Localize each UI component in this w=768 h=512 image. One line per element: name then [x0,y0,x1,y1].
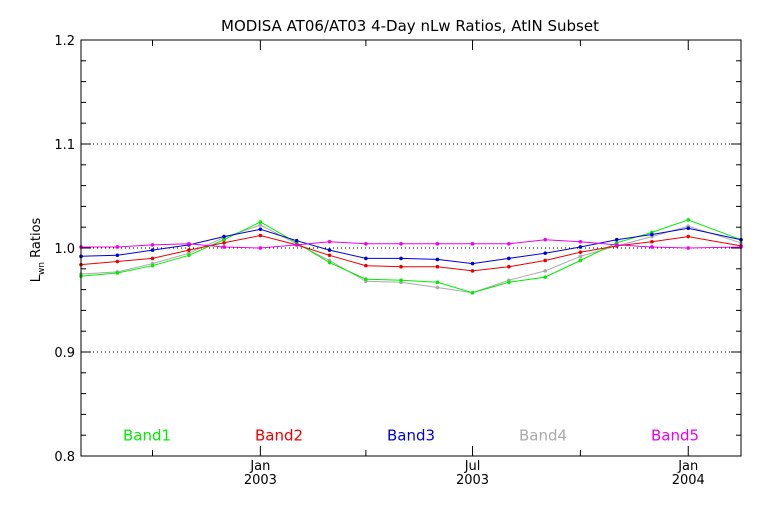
data-point-band5 [650,245,654,249]
data-point-band3 [150,248,155,252]
data-point-band5 [115,245,120,249]
chart-title: MODISA AT06/AT03 4-Day nLw Ratios, AtIN … [221,17,599,35]
data-point-band5 [435,242,440,246]
data-point-band5 [686,246,691,250]
legend-label-band3: Band3 [387,426,435,444]
data-point-band5 [327,239,332,244]
x-tick-label-month: Jul [464,459,481,474]
x-tick-label-year: 2003 [456,473,489,488]
data-point-band2 [327,253,332,258]
data-point-band2 [435,264,440,269]
x-tick-label-year: 2004 [672,473,705,488]
x-tick-label-year: 2003 [244,473,277,488]
data-point-band5 [222,245,226,249]
data-point-band2 [399,264,403,269]
data-point-band2 [222,241,226,245]
data-point-band5 [399,242,403,246]
data-point-band3 [435,257,440,262]
data-point-band1 [507,280,511,285]
data-point-band4 [258,223,263,227]
data-point-band3 [686,226,691,231]
series-band1 [79,218,743,295]
series-layer [79,218,743,295]
data-point-band2 [150,256,155,261]
x-tick-label-month: Jan [677,459,698,474]
legend-label-band2: Band2 [255,426,303,444]
data-point-band3 [578,245,583,249]
data-point-band5 [614,243,619,247]
data-point-band3 [115,253,120,258]
data-point-band3 [294,238,299,243]
y-tick-label: 1.1 [54,138,75,153]
data-point-band5 [150,243,155,247]
legend: Band1 Band2 Band3 Band4 Band5 [123,426,699,444]
data-point-band2 [650,239,654,244]
y-axis-label-sub: wn [37,262,47,275]
data-point-band3 [399,256,403,261]
data-point-band4 [543,269,548,273]
data-point-band2 [364,263,368,268]
y-axis-label-main: L [29,274,44,282]
data-point-band1 [327,260,332,265]
data-point-band4 [435,285,440,290]
data-point-band1 [258,220,263,224]
data-point-band5 [543,237,548,242]
svg-text:Lwn Ratios: Lwn Ratios [29,217,47,282]
data-point-band5 [258,246,263,250]
data-point-band1 [115,271,120,275]
y-tick-label: 0.8 [54,450,75,465]
data-point-band2 [115,259,120,264]
data-point-band1 [543,275,548,279]
data-point-band3 [650,232,654,237]
data-point-band5 [507,242,511,246]
y-axis-label: Lwn Ratios [29,217,47,282]
data-point-band3 [222,234,226,239]
x-tick-label-month: Jan [249,459,270,474]
data-point-band2 [578,250,583,254]
data-point-band2 [686,234,691,239]
data-point-band1 [470,290,475,295]
data-point-band5 [578,239,583,244]
data-point-band3 [543,251,548,255]
y-tick-label: 1.0 [54,242,75,257]
data-point-band3 [258,227,263,232]
data-point-band1 [222,237,226,242]
data-point-band3 [507,256,511,261]
y-axis-label-rest: Ratios [29,217,44,262]
data-point-band2 [258,233,263,238]
data-point-band5 [294,243,299,247]
data-point-band1 [686,218,691,222]
data-point-band1 [399,278,403,283]
data-point-band1 [578,258,583,263]
legend-label-band4: Band4 [519,426,567,444]
legend-label-band5: Band5 [651,426,699,444]
data-point-band3 [364,256,368,261]
data-point-band2 [187,248,191,252]
data-point-band4 [578,254,583,259]
data-point-band5 [187,242,191,246]
y-tick-label: 0.9 [54,346,75,361]
data-point-band3 [470,261,475,266]
data-point-band5 [470,242,475,246]
data-point-band1 [150,263,155,268]
data-point-band3 [327,248,332,252]
data-point-band2 [470,269,475,273]
data-point-band3 [614,237,619,242]
series-band5 [79,237,743,250]
data-point-band1 [364,277,368,282]
data-point-band2 [507,264,511,269]
data-point-band5 [364,242,368,246]
legend-label-band1: Band1 [123,426,171,444]
data-point-band1 [187,253,191,258]
y-tick-label: 1.2 [54,34,75,49]
data-point-band1 [435,280,440,285]
data-point-band2 [543,258,548,263]
